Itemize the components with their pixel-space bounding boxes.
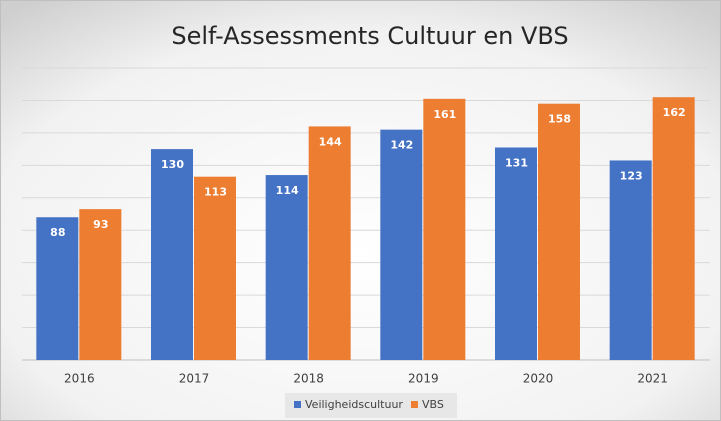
- data-label: 142: [390, 139, 413, 152]
- bar: [36, 217, 79, 360]
- bar: [308, 126, 351, 361]
- bar: [79, 209, 122, 360]
- bar: [151, 149, 193, 360]
- x-tick-label: 2017: [179, 372, 210, 386]
- legend-swatch: [294, 401, 301, 408]
- x-tick-label: 2021: [637, 372, 668, 386]
- x-tick-label: 2019: [408, 372, 439, 386]
- bar: [194, 176, 236, 360]
- x-tick-label: 2018: [293, 372, 324, 386]
- legend-box: [285, 393, 457, 418]
- legend-label: Veiligheidscultuur: [305, 398, 403, 411]
- bar: [423, 98, 466, 361]
- bar: [538, 103, 580, 360]
- data-label: 158: [548, 113, 571, 126]
- data-label: 162: [663, 106, 686, 119]
- data-label: 114: [276, 184, 299, 197]
- bar: [495, 147, 537, 360]
- x-tick-label: 2016: [64, 372, 95, 386]
- data-label: 113: [204, 186, 227, 199]
- bar: [652, 97, 695, 360]
- data-label: 131: [505, 156, 528, 169]
- x-tick-label: 2020: [523, 372, 554, 386]
- data-label: 93: [93, 218, 108, 231]
- data-label: 130: [161, 158, 184, 171]
- data-label: 161: [433, 108, 456, 121]
- chart-title: Self-Assessments Cultuur en VBS: [171, 22, 568, 50]
- data-label: 123: [620, 169, 643, 182]
- data-label: 88: [50, 226, 65, 239]
- legend-label: VBS: [422, 398, 444, 411]
- bar: [265, 175, 308, 360]
- bar: [380, 129, 423, 360]
- bar: [609, 160, 652, 360]
- legend-swatch: [410, 401, 418, 408]
- data-label: 144: [319, 135, 342, 148]
